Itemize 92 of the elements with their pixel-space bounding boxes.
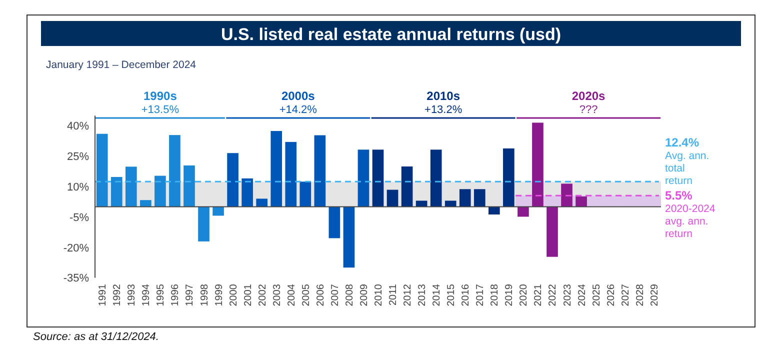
x-tick-label: 2013	[417, 284, 428, 306]
y-tick-label: -35%	[63, 272, 90, 285]
x-tick-label: 2027	[620, 284, 632, 306]
bar	[343, 206, 355, 268]
bar	[184, 165, 195, 207]
bar	[430, 150, 442, 207]
bar	[242, 178, 253, 207]
annotation: +13.2%	[424, 104, 462, 116]
x-tick-label: 2023	[562, 284, 574, 306]
y-tick-label: 10%	[66, 182, 90, 194]
bar	[285, 142, 297, 207]
bar	[212, 206, 224, 216]
annotation: ???	[579, 104, 598, 116]
bar	[386, 190, 398, 207]
x-tick-label: 2002	[257, 284, 268, 306]
x-tick-label: 2004	[286, 284, 298, 306]
x-tick-label: 2020	[518, 284, 530, 306]
x-tick-label: 2007	[330, 284, 341, 306]
bar	[300, 182, 312, 207]
bar	[488, 206, 500, 214]
bar	[125, 166, 137, 207]
x-tick-label: 1998	[199, 284, 210, 306]
x-tick-label: 2025	[591, 284, 602, 306]
x-tick-label: 2005	[300, 284, 312, 306]
bar	[256, 198, 268, 207]
bar	[561, 184, 572, 207]
bar	[372, 150, 384, 207]
x-tick-label: 2029	[649, 284, 660, 306]
x-tick-label: 1995	[156, 284, 167, 306]
x-tick-label: 2028	[634, 284, 646, 306]
bar	[198, 206, 210, 242]
y-tick-label: -20%	[63, 242, 90, 254]
x-tick-label: 2018	[490, 284, 501, 306]
bar	[154, 176, 166, 207]
bar	[444, 200, 456, 207]
x-tick-label: 2017	[475, 284, 486, 306]
bar	[270, 131, 282, 207]
x-tick-label: 2001	[242, 284, 254, 306]
bar	[328, 206, 340, 238]
bar	[546, 206, 558, 257]
y-tick-label: 40%	[66, 120, 90, 133]
x-tick-label: 1992	[112, 284, 124, 306]
x-tick-label: 2006	[315, 284, 326, 306]
annotation: +14.2%	[279, 104, 318, 116]
x-tick-label: 2019	[504, 284, 516, 306]
x-tick-label: 2003	[272, 284, 283, 306]
x-tick-label: 2010	[374, 284, 384, 306]
x-tick-label: 2022	[548, 284, 559, 306]
x-tick-label: 2016	[460, 284, 472, 306]
x-tick-label: 2014	[432, 284, 443, 306]
bar	[518, 206, 529, 217]
x-tick-label: 1999	[214, 284, 225, 306]
source-note: Source: as at 31/12/2024.	[33, 331, 159, 343]
text: 2010s	[426, 89, 460, 103]
x-tick-label: 1993	[126, 284, 138, 306]
bar	[314, 135, 326, 207]
x-tick-label: 2012	[402, 284, 414, 306]
bar	[169, 135, 180, 207]
x-tick-label: 1997	[184, 284, 196, 306]
x-tick-label: 2011	[388, 284, 400, 306]
bar	[459, 189, 471, 207]
x-tick-label: 2015	[446, 284, 458, 306]
bar	[401, 166, 413, 207]
chart-subtitle: January 1991 – December 2024	[46, 59, 196, 71]
y-tick-label: -5%	[69, 212, 90, 224]
ref-line-label: 5.5% 2020-2024 avg. ann. return	[665, 188, 716, 240]
x-tick-label: 2000	[228, 284, 240, 306]
chart-title: U.S. listed real estate annual returns (usd)	[220, 25, 562, 44]
bar	[96, 134, 108, 207]
bar	[474, 189, 486, 207]
text: 2020s	[572, 89, 606, 103]
text: 1990s	[144, 89, 178, 103]
x-tick-label: 2008	[344, 284, 356, 306]
x-tick-label: 1991	[98, 284, 109, 306]
bar	[532, 122, 544, 207]
bar	[110, 176, 122, 207]
ref-line-label: 12.4% Avg. ann. total return	[665, 136, 710, 188]
x-tick-label: 1996	[170, 284, 182, 306]
bar	[416, 200, 428, 207]
bar	[358, 150, 370, 207]
bar	[503, 148, 514, 207]
x-tick-label: 2026	[606, 284, 617, 306]
bar	[576, 196, 587, 207]
x-tick-label: 2021	[533, 284, 544, 306]
annotation: +13.5%	[141, 104, 180, 116]
text: 2000s	[281, 89, 316, 103]
bar	[227, 153, 238, 207]
x-tick-label: 1994	[141, 284, 152, 306]
x-tick-label: 2009	[358, 284, 370, 306]
x-tick-label: 2024	[576, 284, 588, 306]
y-tick-label: 25%	[66, 151, 90, 164]
bar	[140, 200, 152, 207]
